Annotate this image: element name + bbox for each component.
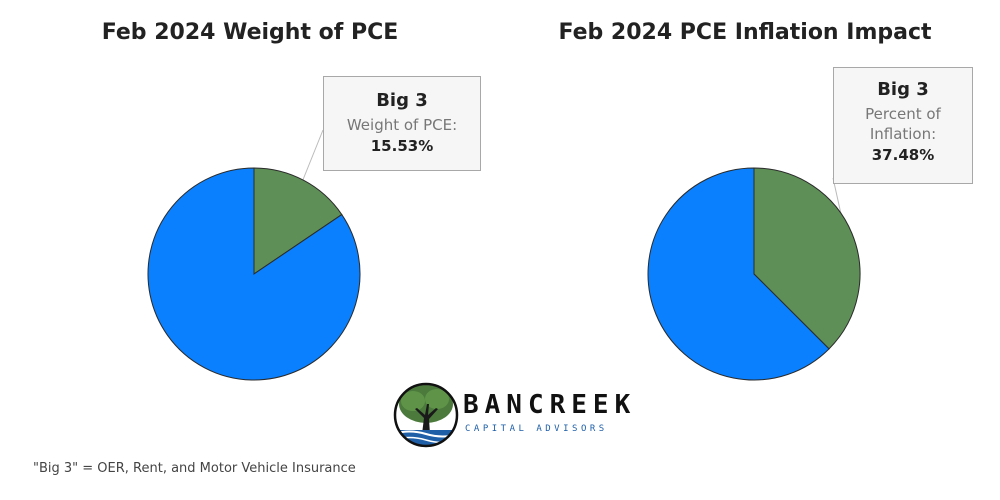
callout-title: Big 3 <box>877 79 929 100</box>
callout-value: 37.48% <box>871 146 935 164</box>
tree-emblem-icon <box>393 382 459 448</box>
pie-chart-weight <box>147 129 361 381</box>
callout-value: 15.53% <box>370 137 434 155</box>
callout-label: Percent of Inflation: <box>865 105 941 143</box>
logo-tagline: CAPITAL ADVISORS <box>465 424 608 434</box>
callout-title: Big 3 <box>376 90 428 111</box>
chart-title-inflation: Feb 2024 PCE Inflation Impact <box>558 20 932 45</box>
callout-weight: Big 3 Weight of PCE: 15.53% <box>323 76 481 171</box>
callout-label: Weight of PCE: <box>346 116 458 134</box>
pie-slice-other <box>147 167 361 381</box>
callout-inflation: Big 3 Percent of Inflation: 37.48% <box>833 67 973 184</box>
pie-slice-big3 <box>253 167 343 275</box>
chart-title-weight: Feb 2024 Weight of PCE <box>101 20 399 45</box>
pie-chart-inflation <box>647 167 861 381</box>
logo-name: BANCREEK <box>463 390 637 420</box>
bancreek-logo: BANCREEK CAPITAL ADVISORS <box>393 382 630 448</box>
pie-slice-other <box>647 167 830 381</box>
pie-slice-big3 <box>753 167 861 350</box>
footnote: "Big 3" = OER, Rent, and Motor Vehicle I… <box>33 461 356 476</box>
